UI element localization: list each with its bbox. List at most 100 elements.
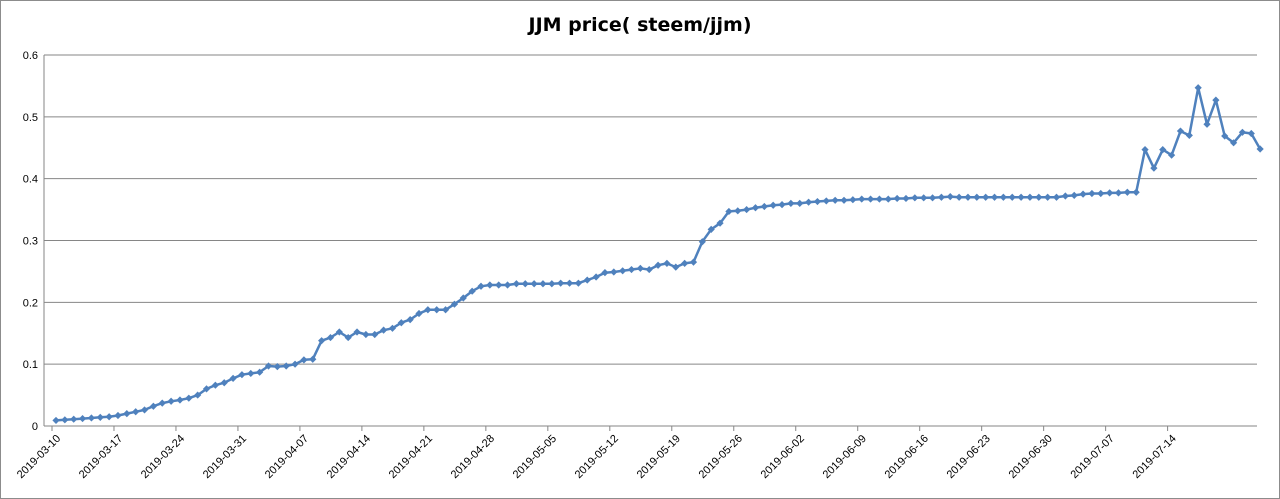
data-point [999, 193, 1007, 201]
data-point [96, 413, 104, 421]
data-point [1168, 151, 1176, 159]
data-point [1150, 164, 1158, 172]
data-point [574, 279, 582, 287]
data-point [548, 280, 556, 288]
data-point [1017, 193, 1025, 201]
data-point [1088, 189, 1096, 198]
data-point [238, 371, 246, 379]
x-axis-ticks: 2019-03-10 2019-03-17 2019-03-24 2019-03-31… [15, 426, 1179, 481]
data-point [194, 391, 202, 399]
data-point [1256, 145, 1264, 153]
data-point [530, 280, 538, 288]
data-point [928, 194, 937, 202]
data-point [406, 316, 414, 324]
data-point [1044, 193, 1052, 201]
data-point [1221, 132, 1229, 140]
data-point [220, 379, 228, 387]
data-point [1229, 139, 1238, 147]
data-point [769, 201, 777, 209]
data-point [1194, 84, 1202, 92]
data-point [397, 319, 405, 327]
data-point [1141, 146, 1149, 154]
x-tick-label: 2019-05-05 [511, 433, 559, 481]
data-point [689, 258, 698, 266]
y-tick-label: 0.1 [23, 359, 38, 371]
data-point [459, 294, 467, 302]
data-point [495, 281, 503, 289]
data-point [140, 406, 149, 414]
data-point [1238, 128, 1247, 136]
data-point [486, 281, 494, 289]
data-point [158, 399, 166, 407]
axes [43, 55, 1257, 427]
data-point [132, 408, 140, 416]
data-point [371, 330, 379, 339]
data-point [61, 416, 69, 424]
data-point [751, 204, 760, 212]
data-point [778, 201, 786, 209]
data-point [123, 410, 131, 418]
data-point [202, 385, 211, 393]
y-tick-label: 0.6 [23, 50, 38, 62]
data-point [743, 205, 751, 214]
data-point [539, 280, 547, 288]
data-point [893, 194, 901, 203]
data-point [946, 192, 954, 201]
data-point [698, 238, 706, 246]
y-tick-label: 0.4 [23, 174, 38, 186]
data-point [990, 193, 999, 201]
y-tick-label: 0.3 [23, 236, 38, 248]
data-point [335, 328, 343, 336]
data-point [1035, 193, 1043, 201]
data-point [937, 193, 946, 201]
data-point [964, 193, 972, 201]
data-point [787, 199, 795, 207]
x-tick-label: 2019-06-09 [821, 433, 869, 481]
data-point [619, 267, 627, 275]
data-point [87, 414, 96, 422]
data-point [1026, 193, 1034, 201]
x-tick-label: 2019-06-02 [759, 433, 807, 481]
x-tick-label: 2019-04-14 [325, 433, 373, 481]
data-point [477, 282, 485, 290]
data-point [627, 265, 636, 274]
data-point [1097, 189, 1105, 198]
data-point [822, 197, 830, 205]
data-point [415, 309, 423, 318]
data-point [264, 362, 273, 370]
y-tick-label: 0.2 [23, 297, 38, 309]
y-tick-label: 0.5 [23, 112, 38, 124]
data-point [353, 328, 361, 336]
x-tick-label: 2019-06-16 [883, 433, 931, 481]
data-point [565, 279, 574, 287]
data-point [583, 276, 591, 284]
data-point [521, 280, 529, 288]
data-point [760, 202, 768, 211]
data-point [734, 207, 742, 215]
chart-title: JJM price( steem/jjm) [528, 14, 752, 36]
x-tick-label: 2019-04-07 [263, 433, 311, 481]
data-point [52, 416, 60, 425]
data-point [309, 355, 317, 363]
data-point [804, 198, 813, 206]
data-point [1185, 131, 1193, 139]
data-point [379, 326, 388, 334]
data-point [645, 265, 653, 274]
data-point [707, 225, 715, 233]
data-point [318, 337, 326, 345]
x-tick-label: 2019-07-14 [1131, 433, 1179, 481]
data-point [716, 219, 724, 227]
data-point [601, 269, 609, 277]
data-point [185, 394, 193, 402]
data-point [167, 397, 175, 405]
data-point [468, 287, 476, 295]
data-point [344, 333, 352, 342]
x-tick-label: 2019-05-19 [635, 433, 683, 481]
x-tick-label: 2019-03-31 [201, 433, 249, 481]
data-point [1176, 127, 1185, 135]
data-point [1132, 188, 1140, 196]
data-point [875, 195, 884, 203]
y-axis-ticks: 0 0.1 0.2 0.3 0.4 0.5 0.6 [23, 50, 38, 433]
